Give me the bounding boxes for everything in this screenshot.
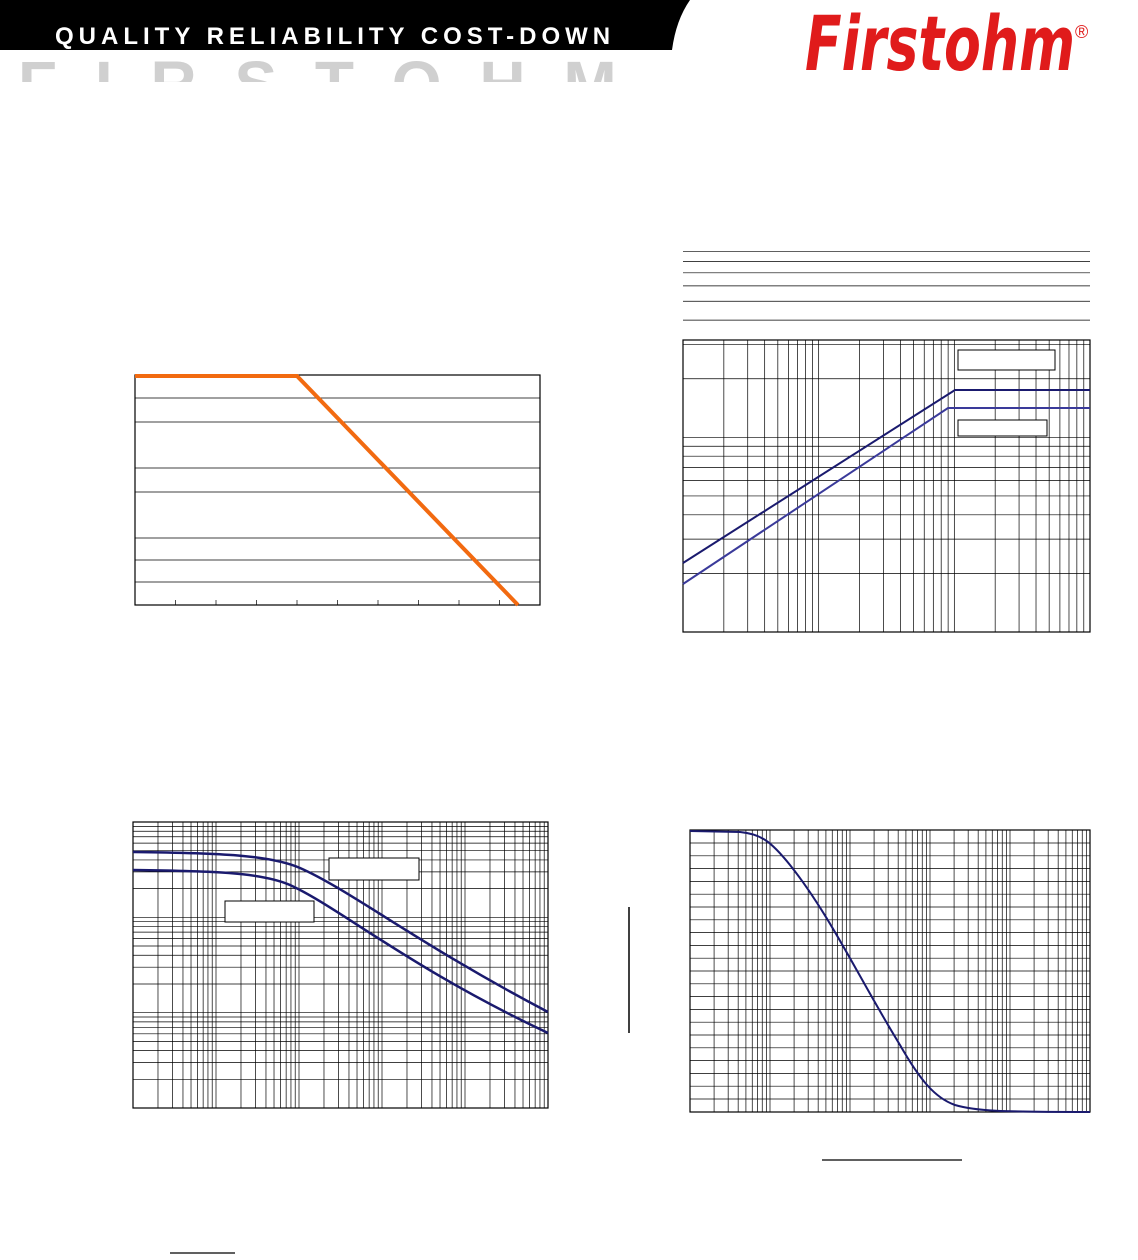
curve — [132, 850, 549, 1014]
curve — [682, 407, 1090, 585]
header-band — [0, 0, 690, 50]
legend-box — [328, 857, 420, 881]
curve — [132, 868, 549, 1035]
response-chart — [689, 829, 1091, 1113]
legend-box — [224, 900, 315, 923]
chart-frame — [682, 339, 1091, 633]
watermark: F I R S T O H M — [18, 48, 627, 120]
legend-box — [957, 419, 1048, 437]
curve — [135, 374, 520, 607]
chart-frame — [134, 374, 541, 606]
curve — [682, 389, 1090, 564]
logo: Firstohm — [805, 0, 1075, 88]
curve — [689, 830, 1091, 1113]
legend-box — [957, 349, 1056, 371]
tagline: QUALITY RELIABILITY COST-DOWN — [55, 23, 615, 50]
derating-chart — [134, 374, 541, 607]
log-chart — [132, 821, 549, 1109]
log-chart — [682, 251, 1091, 633]
logo-mark: ® — [1075, 22, 1088, 42]
